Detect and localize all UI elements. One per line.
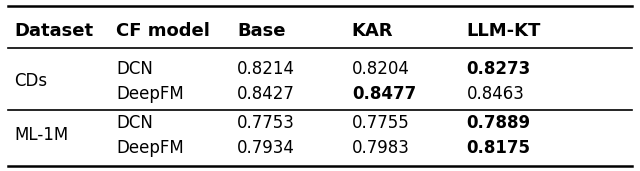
Text: CDs: CDs [14, 72, 47, 90]
Text: 0.8463: 0.8463 [467, 85, 524, 103]
Text: 0.7753: 0.7753 [237, 114, 295, 131]
Text: KAR: KAR [352, 22, 394, 40]
Text: 0.7934: 0.7934 [237, 139, 295, 157]
Text: 0.8273: 0.8273 [467, 60, 531, 78]
Text: ML-1M: ML-1M [14, 126, 68, 144]
Text: DCN: DCN [116, 114, 153, 131]
Text: DeepFM: DeepFM [116, 139, 184, 157]
Text: LLM-KT: LLM-KT [467, 22, 541, 40]
Text: DeepFM: DeepFM [116, 85, 184, 103]
Text: Base: Base [237, 22, 285, 40]
Text: 0.7755: 0.7755 [352, 114, 410, 131]
Text: 0.8427: 0.8427 [237, 85, 295, 103]
Text: 0.8204: 0.8204 [352, 60, 410, 78]
Text: 0.8175: 0.8175 [467, 139, 531, 157]
Text: Dataset: Dataset [14, 22, 93, 40]
Text: 0.7889: 0.7889 [467, 114, 531, 131]
Text: 0.7983: 0.7983 [352, 139, 410, 157]
Text: 0.8477: 0.8477 [352, 85, 416, 103]
Text: DCN: DCN [116, 60, 153, 78]
Text: CF model: CF model [116, 22, 210, 40]
Text: 0.8214: 0.8214 [237, 60, 295, 78]
